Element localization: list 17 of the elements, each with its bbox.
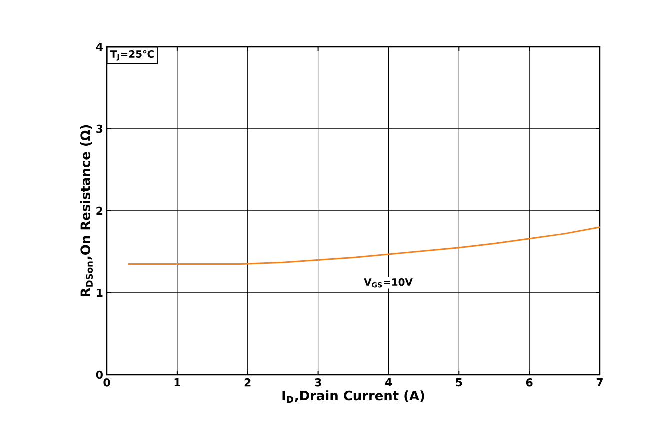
- y-axis-title: R$_{DSon}$,On Resistance (Ω): [80, 125, 94, 297]
- annotation: V$_{GS}$=10V: [364, 278, 413, 288]
- x-tick-label: 0: [104, 378, 110, 387]
- x-tick-label: 6: [526, 378, 533, 387]
- y-tick-label: 1: [97, 288, 103, 297]
- x-tick-label: 2: [244, 378, 251, 387]
- x-tick-label: 1: [174, 378, 180, 386]
- y-tick-label: 2: [96, 206, 103, 216]
- annotation: T$_{J}$=25℃: [110, 50, 154, 61]
- y-tick-label: 4: [96, 42, 103, 51]
- x-tick-label: 5: [456, 378, 462, 387]
- x-tick-label: 7: [596, 378, 603, 386]
- x-tick-label: 4: [385, 378, 392, 386]
- y-tick-label: 3: [96, 124, 103, 134]
- x-tick-label: 3: [315, 378, 322, 387]
- x-axis-title: I$_{D}$,Drain Current (A): [282, 390, 424, 403]
- y-tick-label: 0: [96, 370, 103, 380]
